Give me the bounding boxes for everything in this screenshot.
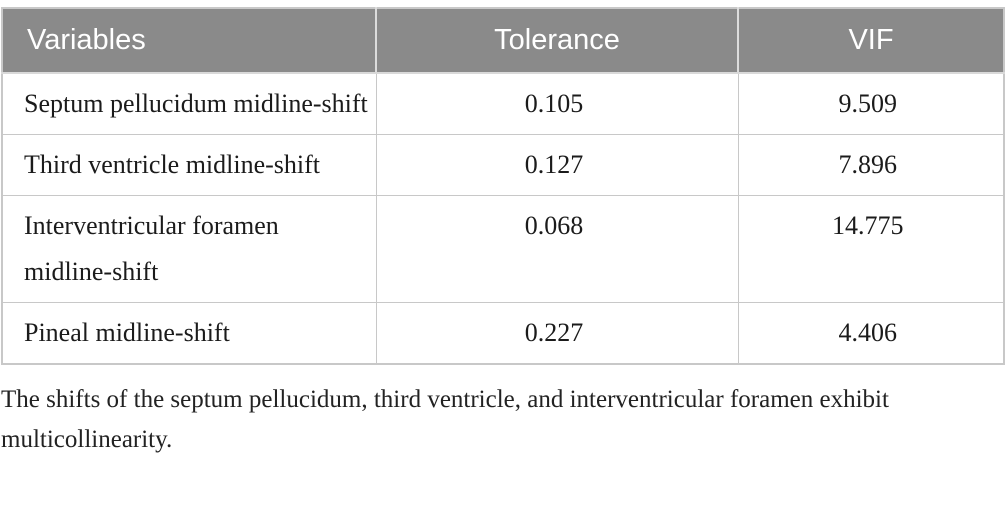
variable-cell: Third ventricle midline-shift <box>1 134 377 196</box>
variable-cell: Septum pellucidum midline-shift <box>1 72 377 135</box>
header-row: Variables Tolerance VIF <box>2 8 1004 74</box>
variable-cell: Pineal midline-shift <box>1 302 377 365</box>
tolerance-cell: 0.068 <box>375 195 739 303</box>
table-row: Pineal midline-shift 0.227 4.406 <box>1 302 1005 365</box>
tolerance-cell: 0.227 <box>375 302 739 365</box>
table-row: Septum pellucidum midline-shift 0.105 9.… <box>1 72 1005 135</box>
tolerance-cell: 0.127 <box>375 134 739 196</box>
vif-cell: 14.775 <box>737 195 1005 303</box>
column-header-tolerance: Tolerance <box>375 8 738 74</box>
table-footnote: The shifts of the septum pellucidum, thi… <box>1 386 889 453</box>
column-header-variables: Variables <box>2 8 376 74</box>
tolerance-cell: 0.105 <box>375 72 739 135</box>
table-header: Variables Tolerance VIF <box>2 8 1004 74</box>
column-header-vif: VIF <box>737 8 1004 74</box>
vif-cell: 9.509 <box>737 72 1005 135</box>
collinearity-table: Variables Tolerance VIF Septum pellucidu… <box>1 7 1005 365</box>
vif-cell: 4.406 <box>737 302 1005 365</box>
table-body: Septum pellucidum midline-shift 0.105 9.… <box>1 72 1005 365</box>
table-row: Third ventricle midline-shift 0.127 7.89… <box>1 134 1005 196</box>
table-row: Interventricular foramen midline-shift 0… <box>1 195 1005 303</box>
variable-cell: Interventricular foramen midline-shift <box>1 195 377 303</box>
vif-cell: 7.896 <box>737 134 1005 196</box>
